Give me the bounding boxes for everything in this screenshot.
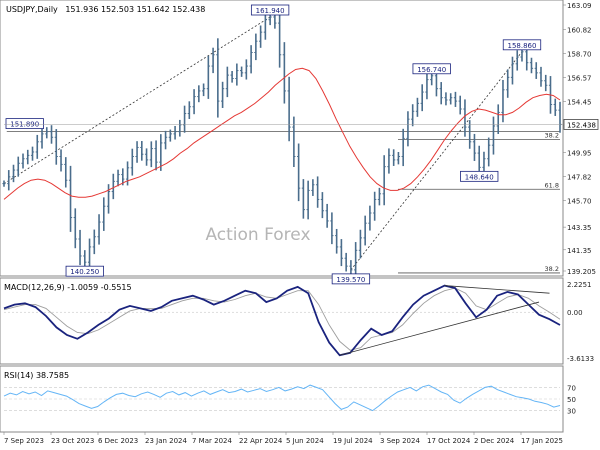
- symbol-name: USDJPY,Daily: [6, 5, 58, 14]
- rsi-title: RSI(14) 38.7585: [4, 371, 69, 380]
- macd-tick-label: 2.2251: [567, 281, 592, 289]
- fibonacci-label: 38.2: [545, 132, 559, 140]
- price-label-box: [412, 63, 451, 75]
- price-tick-label: 154.45: [567, 99, 592, 107]
- macd-trendline-lower: [339, 301, 540, 356]
- price-tick-label: 147.82: [567, 174, 592, 182]
- rsi-line: [3, 384, 561, 412]
- moving-average-layer: [3, 67, 561, 200]
- x-tick-label: 22 Apr 2024: [239, 437, 283, 445]
- price-label-box: [460, 170, 499, 182]
- trendline-layer: [3, 16, 560, 271]
- macd-trendline-upper: [444, 285, 550, 294]
- macd-tick-label: -3.6133: [567, 355, 594, 363]
- watermark: Action Forex: [205, 225, 310, 245]
- x-tick-label: 17 Oct 2024: [427, 437, 471, 445]
- fibonacci-label: 61.8: [545, 181, 559, 189]
- price-tick-label: 156.57: [567, 75, 592, 83]
- fibonacci-layer: 38.2 61.8 38.2: [398, 132, 560, 274]
- dashed-trendline-upper: [3, 16, 271, 184]
- x-tick-label: 6 Dec 2023: [98, 437, 138, 445]
- current-price-box: [563, 119, 599, 130]
- price-tick-label: 158.70: [567, 51, 592, 59]
- price-label-text: 156.740: [417, 66, 446, 74]
- price-label-box: [5, 118, 44, 130]
- current-price-label: 152.438: [567, 121, 596, 129]
- macd-layer: [3, 284, 561, 357]
- ohlc-values: 151.936 152.503 151.642 152.438: [65, 5, 205, 14]
- x-tick-label: 17 Jan 2025: [521, 437, 563, 445]
- price-tick-label: 145.70: [567, 198, 592, 206]
- rsi-layer: [3, 384, 561, 412]
- rsi-tick-label: 70: [567, 384, 576, 392]
- macd-signal-line: [3, 287, 561, 351]
- x-tick-label: 2 Dec 2024: [474, 437, 515, 445]
- symbol-label: USDJPY,Daily 151.936 152.503 151.642 152…: [6, 5, 205, 14]
- price-tick-label: 163.09: [567, 2, 592, 10]
- x-tick-label: 23 Oct 2023: [51, 437, 94, 445]
- x-tick-label: 19 Jul 2024: [333, 437, 373, 445]
- price-label-box: [65, 265, 104, 277]
- x-tick-label: 23 Jan 2024: [145, 437, 188, 445]
- price-tick-label: 139.205: [567, 268, 596, 276]
- y-axis-layer: 163.09160.82158.70156.57154.45152.32149.…: [4, 2, 599, 416]
- price-label-text: 148.640: [465, 173, 494, 181]
- moving-average-line: [3, 67, 561, 200]
- price-tick-label: 149.95: [567, 150, 592, 158]
- price-tick-label: 143.35: [567, 224, 592, 232]
- price-label-text: 139.570: [336, 276, 365, 284]
- price-label-text: 161.940: [256, 7, 285, 15]
- price-label-box: [331, 273, 371, 285]
- fibonacci-label: 38.2: [545, 265, 559, 273]
- price-label-box: [502, 39, 542, 51]
- x-tick-label: 7 Sep 2023: [4, 437, 44, 445]
- macd-main-line: [3, 284, 561, 357]
- price-tick-label: 141.35: [567, 247, 592, 255]
- rsi-tick-label: 50: [567, 396, 576, 404]
- x-tick-label: 3 Sep 2024: [380, 437, 420, 445]
- macd-title: MACD(12,26,9) -1.0059 -0.5515: [4, 283, 132, 292]
- price-label-box: [250, 4, 290, 16]
- macd-tick-label: 0.00: [567, 309, 583, 317]
- price-label-text: 140.250: [70, 268, 99, 276]
- x-tick-label: 5 Jun 2024: [286, 437, 324, 445]
- price-tick-label: 160.82: [567, 27, 592, 35]
- price-label-text: 158.860: [508, 42, 537, 50]
- rsi-tick-label: 30: [567, 408, 576, 416]
- x-tick-label: 7 Mar 2024: [192, 437, 232, 445]
- price-annotations-layer: 161.940151.890140.250139.570156.740158.8…: [5, 4, 542, 285]
- price-bars-layer: [2, 10, 562, 279]
- x-axis-layer: 7 Sep 2023 23 Oct 2023 6 Dec 2023 23 Jan 20…: [3, 432, 563, 445]
